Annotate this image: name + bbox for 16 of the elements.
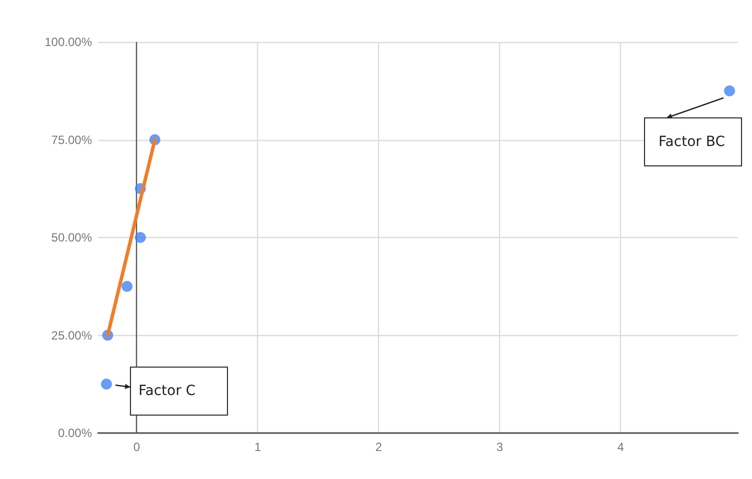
x-tick-label: 2 <box>375 440 382 454</box>
point <box>134 232 146 243</box>
y-tick-label: 0.00% <box>58 426 92 440</box>
x-tick-label: 3 <box>496 440 504 454</box>
x-tick-label: 0 <box>133 440 140 454</box>
point <box>122 280 133 292</box>
x-tick-label: 4 <box>617 440 624 454</box>
y-tick-label: 100.00% <box>44 35 92 49</box>
point <box>724 85 736 96</box>
y-tick-label: 50.00% <box>51 230 92 244</box>
annotation: Factor BC <box>658 134 726 150</box>
y-tick-label: 75.00% <box>51 132 92 147</box>
x-tick-label: 1 <box>254 440 262 454</box>
y-tick-label: 25.00% <box>51 328 92 342</box>
point <box>100 378 112 390</box>
annotation: Factor C <box>138 383 196 400</box>
